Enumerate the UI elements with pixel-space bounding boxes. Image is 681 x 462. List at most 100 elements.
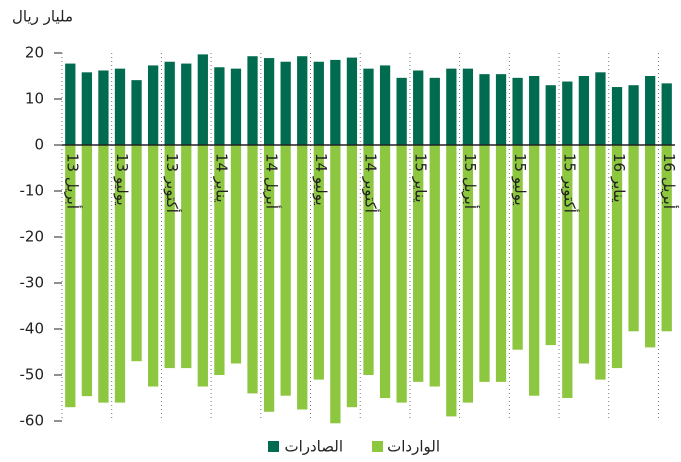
bar xyxy=(65,145,76,408)
bar xyxy=(230,145,242,364)
bar xyxy=(429,145,440,387)
bar xyxy=(114,145,126,403)
bar xyxy=(429,77,440,145)
bar xyxy=(628,145,639,332)
y-tick-label: -40 xyxy=(20,320,45,338)
bar xyxy=(462,145,474,403)
y-tick-label: -30 xyxy=(20,274,45,292)
bar xyxy=(529,76,540,145)
y-tick-label: -10 xyxy=(20,182,45,200)
x-tick-label: أكتوبر 15 xyxy=(561,153,580,213)
bar xyxy=(661,83,672,145)
legend-swatch xyxy=(268,441,279,452)
bar xyxy=(98,70,109,145)
bar xyxy=(379,145,391,398)
bar xyxy=(595,72,606,145)
bar xyxy=(545,145,556,346)
bar xyxy=(181,145,192,369)
legend-label: الواردات xyxy=(387,438,440,456)
bar xyxy=(645,76,656,145)
bar xyxy=(611,87,623,145)
bar xyxy=(197,54,208,145)
y-tick-label: -50 xyxy=(20,366,45,384)
bar xyxy=(164,61,175,145)
y-tick-label: 10 xyxy=(25,90,44,108)
legend-swatch xyxy=(372,441,383,452)
bar xyxy=(81,72,92,145)
bar xyxy=(197,145,208,387)
bar xyxy=(578,76,590,145)
bar xyxy=(462,68,474,145)
bar xyxy=(495,145,507,382)
bar xyxy=(263,145,275,412)
bar xyxy=(545,85,556,145)
bar xyxy=(114,68,126,145)
bar xyxy=(247,56,258,145)
bar xyxy=(164,145,175,369)
x-tick-label: أبريل 16 xyxy=(660,153,679,209)
bar xyxy=(413,70,424,145)
bar xyxy=(313,61,324,145)
bar xyxy=(396,145,407,403)
bar xyxy=(379,65,391,145)
bar xyxy=(214,145,225,375)
bar xyxy=(396,77,407,145)
bar xyxy=(628,85,639,145)
bar xyxy=(81,145,92,397)
x-tick-label: أكتوبر 13 xyxy=(163,153,182,213)
bar xyxy=(645,145,656,348)
bar xyxy=(512,145,523,350)
x-tick-label: يوليو 15 xyxy=(511,153,529,206)
bar xyxy=(330,145,341,424)
x-tick-label: أبريل 14 xyxy=(262,153,281,209)
bar xyxy=(479,74,490,145)
y-tick-label: 20 xyxy=(25,44,44,62)
x-tick-label: أكتوبر 14 xyxy=(362,153,381,213)
bar xyxy=(280,145,291,396)
bar xyxy=(247,145,258,394)
bar xyxy=(65,63,76,145)
bar xyxy=(495,74,507,145)
bar xyxy=(147,65,159,145)
y-axis-unit: مليار ريال xyxy=(12,8,73,26)
bar xyxy=(446,68,457,145)
x-tick-label: يوليو 13 xyxy=(113,153,131,206)
bar xyxy=(214,67,225,145)
x-tick-label: أبريل 13 xyxy=(64,153,83,209)
legend-label: الصادرات xyxy=(284,438,343,456)
bar xyxy=(181,63,192,145)
bar xyxy=(330,59,341,145)
bar xyxy=(263,58,275,146)
bar xyxy=(346,145,358,408)
bar xyxy=(562,81,573,145)
bar xyxy=(611,145,623,369)
bar xyxy=(512,77,523,145)
x-tick-label: أبريل 15 xyxy=(461,153,480,209)
bar xyxy=(313,145,324,380)
bar xyxy=(578,145,590,364)
bar xyxy=(230,68,242,145)
bar xyxy=(562,145,573,398)
bar xyxy=(413,145,424,382)
bar xyxy=(595,145,606,380)
bar xyxy=(479,145,490,382)
x-tick-label: يناير 16 xyxy=(610,153,628,203)
bar xyxy=(363,68,374,145)
bar xyxy=(280,61,291,145)
bar xyxy=(131,80,142,145)
y-tick-label: -60 xyxy=(20,412,45,430)
x-tick-label: يناير 14 xyxy=(213,153,231,203)
bar xyxy=(363,145,374,375)
bar xyxy=(98,145,109,403)
x-tick-label: يناير 15 xyxy=(411,153,429,203)
bar xyxy=(297,145,308,410)
bar xyxy=(147,145,159,387)
bar xyxy=(661,145,672,332)
y-tick-label: 0 xyxy=(34,136,44,154)
bar xyxy=(297,56,308,145)
bar xyxy=(346,57,358,145)
bar xyxy=(131,145,142,362)
bar xyxy=(529,145,540,396)
bar xyxy=(446,145,457,417)
